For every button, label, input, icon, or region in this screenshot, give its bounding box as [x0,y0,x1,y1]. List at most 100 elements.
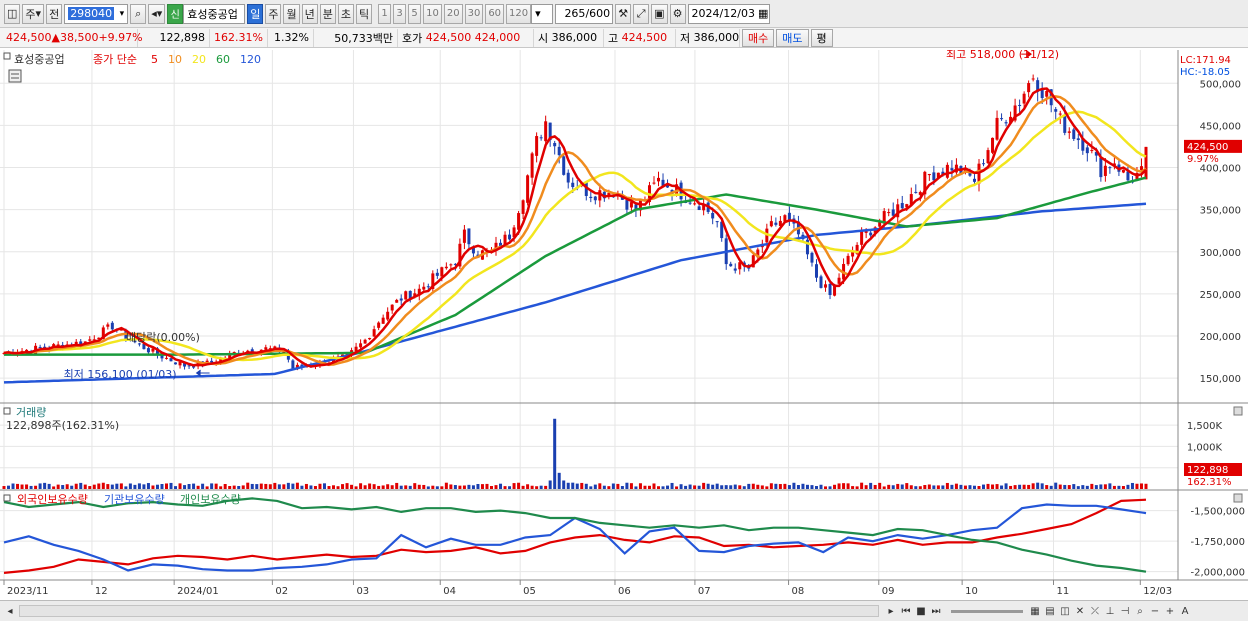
scroll-left-icon[interactable]: ◂ [7,605,13,617]
volume-bar [237,485,241,489]
buy-button[interactable]: 매수 [742,28,775,47]
volume-bar [458,485,462,489]
candle-body [137,343,141,345]
count-field[interactable]: 265/600 [555,3,614,24]
holding-legend-2: 개인보유수량 [180,493,241,506]
volume-tick-label: 1,000K [1187,442,1223,453]
panel-toggle-icon[interactable] [3,52,11,60]
minute-step-5[interactable]: 5 [408,3,422,24]
minute-step-20[interactable]: 20 [443,3,463,24]
panel-toggle-icon[interactable] [3,407,11,415]
period-tab-5[interactable]: 초 [337,3,354,24]
volume-bar [381,485,385,489]
date-field[interactable]: 2024/12/03 ▦ [687,3,770,24]
ma-20-line [3,110,1147,362]
minute-step-120[interactable]: 120 [506,3,532,24]
gear-icon[interactable]: ⚙ [669,3,686,24]
stock-code-input[interactable]: 298040 ▾ [64,3,129,24]
candle-type-icon[interactable]: ⚒ [615,3,632,24]
stop-icon[interactable]: ■ [916,605,926,617]
volume-bar [512,483,516,489]
layout-icon[interactable]: ▦ [1030,605,1040,617]
minute-step-30[interactable]: 30 [464,3,484,24]
axis-icon[interactable]: ⊥ [1105,605,1115,617]
volume-bar [70,485,74,489]
volume-bar [566,482,570,489]
period-tab-3[interactable]: 년 [301,3,318,24]
minute-step-10[interactable]: 10 [423,3,442,24]
candle-body [1040,88,1044,99]
market-select[interactable]: 주 ▾ [22,3,45,24]
volume-bar [1018,484,1022,489]
grid-icon[interactable]: ▤ [1045,605,1055,617]
volume-bar [991,484,995,489]
flat-button[interactable]: 평 [810,28,833,47]
volume-bar [106,484,110,489]
compare-icon[interactable]: ⊣ [1120,605,1130,617]
volume-bar [1094,485,1098,489]
candle-body [882,211,886,224]
candle-body [187,365,191,367]
scroll-right-icon[interactable]: ▸ [888,605,894,617]
volume-bar [900,484,904,489]
x-axis: 2023/11 12 2024/01 02 03 04 05 06 07 08 09 10 11 12/0… [3,580,1172,597]
volume-bar [923,485,927,489]
split-icon[interactable]: ◫ [1060,605,1070,617]
volume-bar [950,484,954,489]
candle-body [453,263,457,265]
candle-body [783,215,787,222]
low-price: 386,000 [693,31,740,44]
panel-toggle-icon[interactable] [3,494,11,502]
tool-icon[interactable]: ⤫ [1091,605,1099,617]
price-tick-label: 500,000 [1200,79,1241,90]
close-panel-icon[interactable] [1233,406,1243,416]
volume-bar [404,485,408,489]
search-icon[interactable]: ⌕ [130,3,147,24]
volume-bar [368,483,372,489]
speaker-icon[interactable]: ◂▾ [148,3,166,24]
zoom-in-icon[interactable]: + [1165,605,1175,617]
candle-body [918,192,922,195]
period-tab-4[interactable]: 분 [319,3,336,24]
minute-step-1[interactable]: 1 [378,3,392,24]
period-tab-6[interactable]: 틱 [355,3,373,24]
period-tab-0[interactable]: 일 [247,3,264,24]
calendar-icon[interactable]: ▦ [757,7,769,20]
candle-body [1000,118,1004,120]
save-icon[interactable]: ▣ [651,3,668,24]
scope-button[interactable]: 전 [46,3,63,24]
font-size-icon[interactable]: A [1181,605,1189,617]
table-icon[interactable] [8,69,22,83]
draw-tool-icon[interactable]: ⤢ [633,3,650,24]
candle-body [828,283,832,296]
minute-step-60[interactable]: 60 [485,3,505,24]
candle-body [995,117,999,140]
period-tab-1[interactable]: 주 [265,3,282,24]
sell-button[interactable]: 매도 [776,28,809,47]
zoom-slider[interactable] [951,609,1023,613]
volume-bar [264,483,268,489]
volume-bar [548,480,552,489]
last-icon[interactable]: ⏭ [931,605,941,617]
first-icon[interactable]: ⏮ [901,605,911,617]
zoom-out-icon[interactable]: − [1150,605,1160,617]
minute-step-3[interactable]: 3 [393,3,407,24]
volume-bar [666,485,670,489]
volume-bar [584,483,588,489]
crosshair-icon[interactable]: ✕ [1075,605,1085,617]
window-icon[interactable]: ◫ [4,3,21,24]
candle-body [991,137,995,153]
volume-bar [530,485,534,489]
step-select[interactable]: ▾ [531,3,554,24]
scrollbar[interactable] [19,605,879,617]
period-tab-2[interactable]: 월 [283,3,300,24]
zoom-search-icon[interactable]: ⌕ [1137,605,1143,617]
stock-chart[interactable]: 500,000 450,000 400,000 350,000 300,000 250,0… [0,50,1248,600]
volume-bar [110,484,114,489]
volume-cell: 122,898 [138,28,210,47]
candle-body [1045,90,1049,97]
candle-body [43,346,47,349]
volume-bar [932,485,936,489]
close-panel-icon[interactable] [1233,493,1243,503]
candle-body [729,263,733,267]
